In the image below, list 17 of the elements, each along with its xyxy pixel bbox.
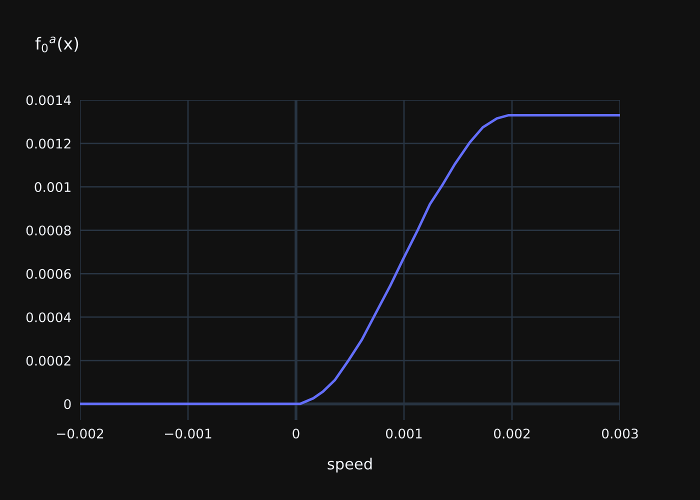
x-tick-label: 0.001 <box>386 428 422 439</box>
x-tick-label: −0.001 <box>164 428 212 439</box>
y-tick-label: 0.0004 <box>26 312 71 322</box>
line-series <box>80 114 620 406</box>
y-tick-label: 0.0008 <box>26 225 71 236</box>
y-tick-label: 0.0006 <box>26 268 71 279</box>
y-tick-label: 0 <box>64 399 71 410</box>
x-axis-title: speed <box>328 458 372 473</box>
chart-title: f$_{0}$$^{a}$(x) <box>35 36 78 52</box>
y-tick-label: 0.0002 <box>26 356 70 366</box>
y-tick-label: 0.001 <box>34 182 70 192</box>
y-tick-label: 0.0012 <box>26 138 70 149</box>
y-tick-label: 0.0014 <box>26 95 71 106</box>
x-tick-label: 0.003 <box>602 428 638 439</box>
x-tick-label: −0.002 <box>56 428 104 439</box>
x-tick-label: 0.002 <box>494 428 530 439</box>
x-tick-label: 0 <box>292 428 300 439</box>
